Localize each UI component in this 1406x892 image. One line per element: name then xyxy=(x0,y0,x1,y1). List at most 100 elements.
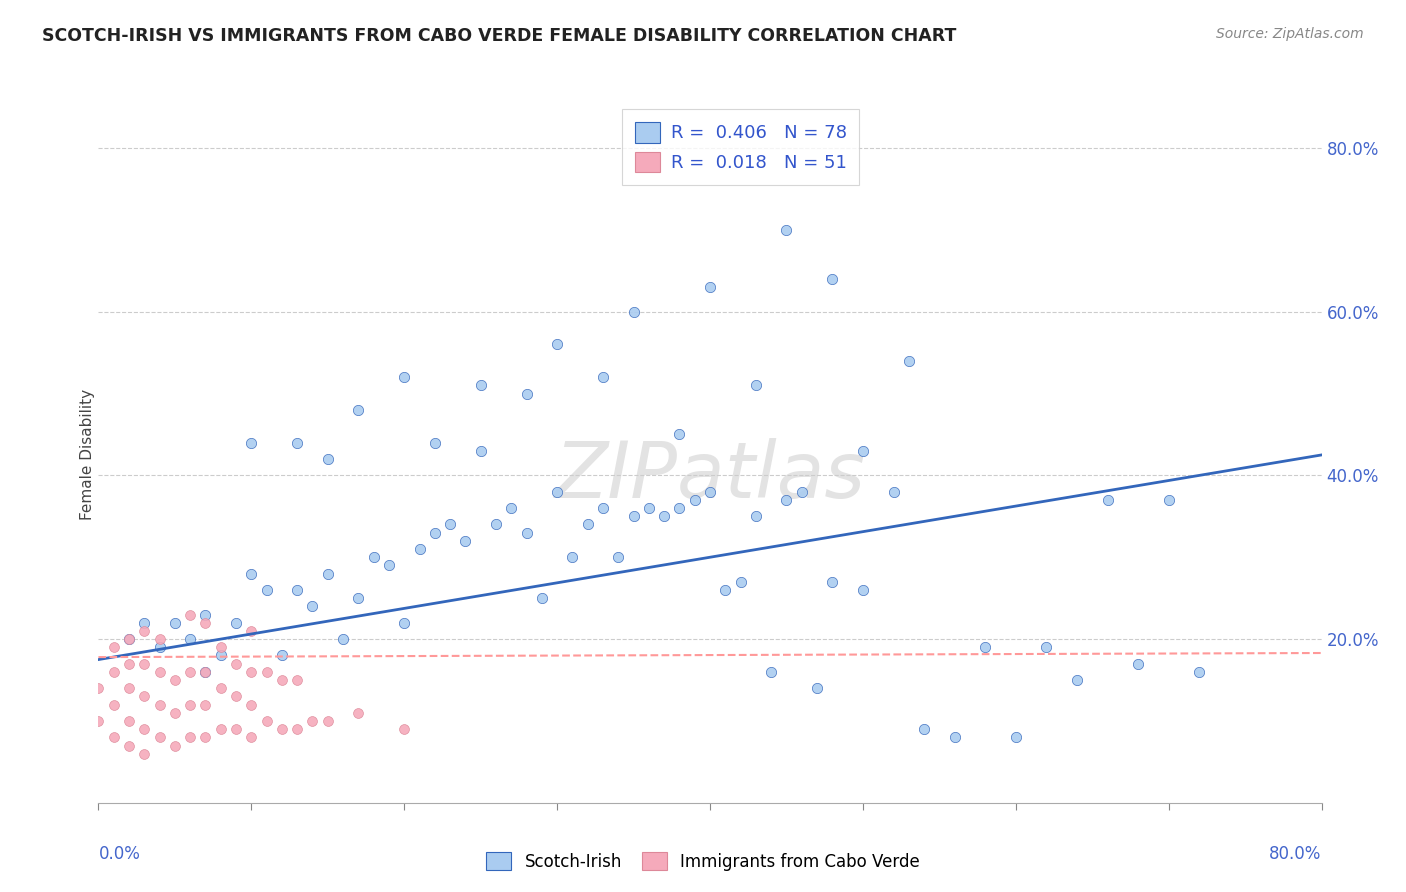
Point xyxy=(546,337,568,351)
Point xyxy=(103,698,125,712)
Point xyxy=(1066,673,1088,687)
Point xyxy=(576,517,599,532)
Point xyxy=(149,665,172,679)
Point xyxy=(209,681,232,696)
Point xyxy=(470,378,492,392)
Point xyxy=(149,640,172,655)
Text: 0.0%: 0.0% xyxy=(98,845,141,863)
Y-axis label: Female Disability: Female Disability xyxy=(80,389,94,521)
Point xyxy=(103,640,125,655)
Point xyxy=(316,566,339,581)
Point xyxy=(1157,492,1180,507)
Point xyxy=(240,698,263,712)
Point xyxy=(270,722,292,736)
Point xyxy=(270,648,292,663)
Point xyxy=(485,517,508,532)
Point xyxy=(316,452,339,467)
Point xyxy=(775,223,797,237)
Point xyxy=(240,665,263,679)
Point xyxy=(1097,492,1119,507)
Point xyxy=(408,542,430,557)
Point xyxy=(163,673,186,687)
Point xyxy=(363,550,385,565)
Point xyxy=(163,706,186,720)
Point xyxy=(118,681,141,696)
Point xyxy=(378,558,401,573)
Point xyxy=(392,722,416,736)
Point xyxy=(1188,665,1211,679)
Point xyxy=(699,280,721,294)
Point xyxy=(897,353,920,368)
Point xyxy=(806,681,828,696)
Point xyxy=(516,386,538,401)
Point xyxy=(470,443,492,458)
Point xyxy=(332,632,354,646)
Point xyxy=(821,272,844,286)
Point xyxy=(194,665,217,679)
Point xyxy=(209,648,232,663)
Point xyxy=(194,731,217,745)
Point xyxy=(668,427,690,442)
Point xyxy=(118,657,141,671)
Point xyxy=(745,378,768,392)
Point xyxy=(240,435,263,450)
Point xyxy=(759,665,782,679)
Point xyxy=(179,665,201,679)
Point xyxy=(392,615,416,630)
Point xyxy=(883,484,905,499)
Point xyxy=(149,731,172,745)
Point xyxy=(530,591,553,606)
Point xyxy=(194,665,217,679)
Point xyxy=(775,492,797,507)
Point xyxy=(423,435,446,450)
Point xyxy=(134,624,156,638)
Point xyxy=(87,714,110,728)
Point xyxy=(852,582,875,597)
Point xyxy=(103,731,125,745)
Point xyxy=(134,657,156,671)
Point xyxy=(668,501,690,516)
Point xyxy=(118,739,141,753)
Point xyxy=(179,632,201,646)
Point xyxy=(209,640,232,655)
Point xyxy=(316,714,339,728)
Point xyxy=(652,509,675,524)
Point xyxy=(194,615,217,630)
Point xyxy=(730,574,752,589)
Point xyxy=(179,607,201,622)
Point xyxy=(454,533,477,548)
Point xyxy=(347,706,370,720)
Point xyxy=(516,525,538,540)
Point xyxy=(225,615,247,630)
Point xyxy=(423,525,446,540)
Point xyxy=(821,574,844,589)
Point xyxy=(623,304,645,318)
Point xyxy=(118,632,141,646)
Point xyxy=(943,731,966,745)
Point xyxy=(347,591,370,606)
Point xyxy=(163,739,186,753)
Point xyxy=(607,550,630,565)
Point xyxy=(699,484,721,499)
Point xyxy=(392,370,416,384)
Point xyxy=(347,403,370,417)
Point xyxy=(546,484,568,499)
Point xyxy=(240,566,263,581)
Point xyxy=(179,731,201,745)
Text: ZIPatlas: ZIPatlas xyxy=(554,438,866,514)
Point xyxy=(225,690,247,704)
Point xyxy=(592,370,614,384)
Point xyxy=(439,517,461,532)
Point xyxy=(1004,731,1026,745)
Legend: Scotch-Irish, Immigrants from Cabo Verde: Scotch-Irish, Immigrants from Cabo Verde xyxy=(478,844,928,880)
Point xyxy=(592,501,614,516)
Point xyxy=(561,550,583,565)
Legend: R =  0.406   N = 78, R =  0.018   N = 51: R = 0.406 N = 78, R = 0.018 N = 51 xyxy=(621,109,859,186)
Text: 80.0%: 80.0% xyxy=(1270,845,1322,863)
Point xyxy=(163,615,186,630)
Point xyxy=(270,673,292,687)
Point xyxy=(1035,640,1057,655)
Point xyxy=(134,747,156,761)
Point xyxy=(285,435,308,450)
Point xyxy=(501,501,523,516)
